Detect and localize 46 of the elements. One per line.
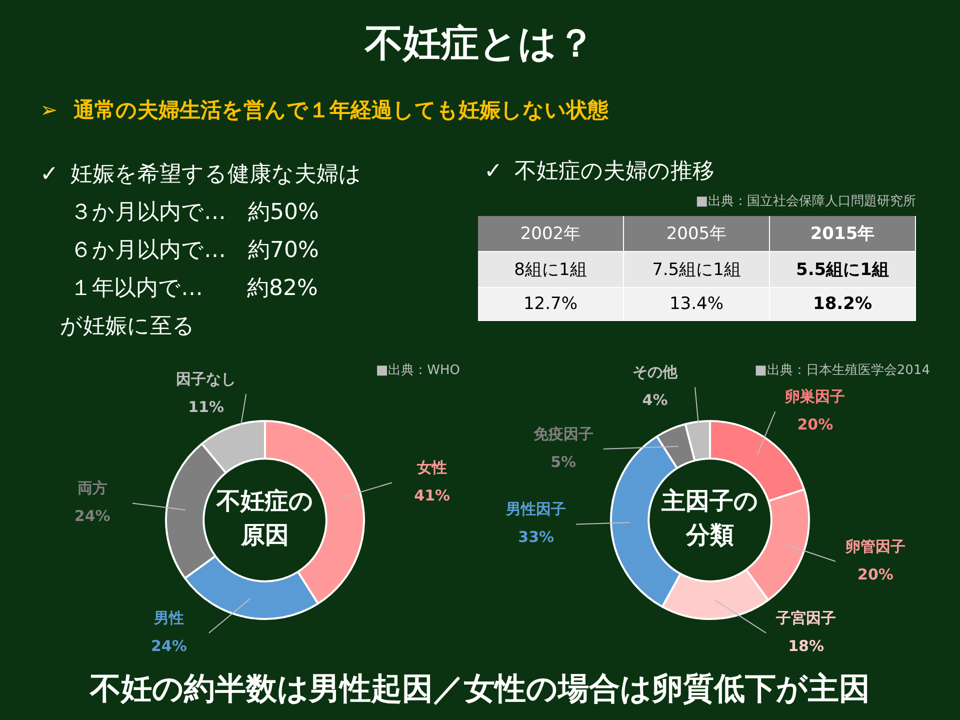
text: 7.5組に1組 [624, 252, 770, 288]
slice-label: その他 [632, 362, 678, 381]
text: 18.2% [770, 288, 916, 320]
text: ■出典：日本生殖医学会2014 [754, 362, 930, 379]
text: 主因子の分類 [660, 487, 758, 550]
data-label: 24% [150, 636, 187, 655]
text: 不妊症の原因 [216, 487, 314, 550]
slice-label: 免疫因子 [532, 424, 594, 443]
data-label: 24% [74, 507, 110, 526]
text: 2002年 [478, 216, 624, 252]
text: 2005年 [624, 216, 770, 252]
slice-label: 子宮因子 [775, 608, 836, 627]
text: ■出典：WHO [376, 362, 460, 379]
text: 8組に1組 [478, 252, 624, 288]
slice-label: 卵巣因子 [784, 387, 846, 406]
data-label: 5% [550, 452, 576, 471]
data-label: 18% [788, 636, 824, 655]
text: 5.5組に1組 [770, 252, 916, 288]
data-label: 20% [858, 565, 894, 584]
slice-label: 女性 [416, 458, 448, 477]
data-label: 11% [188, 398, 224, 416]
slice-label: 因子なし [176, 370, 236, 388]
text: 12.7% [478, 288, 624, 320]
data-label: 4% [642, 390, 668, 409]
text: が妊娠に至る [59, 313, 196, 341]
text: 不妊症とは？ [363, 20, 596, 67]
text: ３か月以内で… 約50% [69, 199, 320, 227]
slice-label: 卵管因子 [844, 537, 906, 556]
text: １年以内で… 約82% [69, 275, 319, 303]
arrowhead-icon: ➢ [40, 98, 58, 122]
text: 通常の夫婦生活を営んで１年経過しても妊娠しない状態 [74, 98, 609, 122]
slice-label: 男性 [152, 608, 184, 627]
data-label: 33% [518, 528, 554, 546]
slice-label: 男性因子 [505, 500, 566, 518]
text: 13.4% [624, 288, 770, 320]
text: 2015年 [770, 216, 916, 252]
text: ６か月以内で… 約70% [69, 237, 320, 265]
checkmark-icon: ✓ [484, 159, 502, 184]
text: 不妊の約半数は男性起因／女性の場合は卵質低下が主因 [88, 670, 871, 709]
data-label: 20% [797, 415, 834, 434]
text: 不妊症の夫婦の推移 [514, 159, 714, 184]
checkmark-icon: ✓ [40, 156, 58, 194]
data-label: 41% [414, 486, 450, 505]
slice-label: 両方 [77, 479, 108, 498]
text: 妊娠を希望する健康な夫婦は [70, 162, 362, 187]
text: ■出典：国立社会保障人口問題研究所 [696, 193, 916, 210]
